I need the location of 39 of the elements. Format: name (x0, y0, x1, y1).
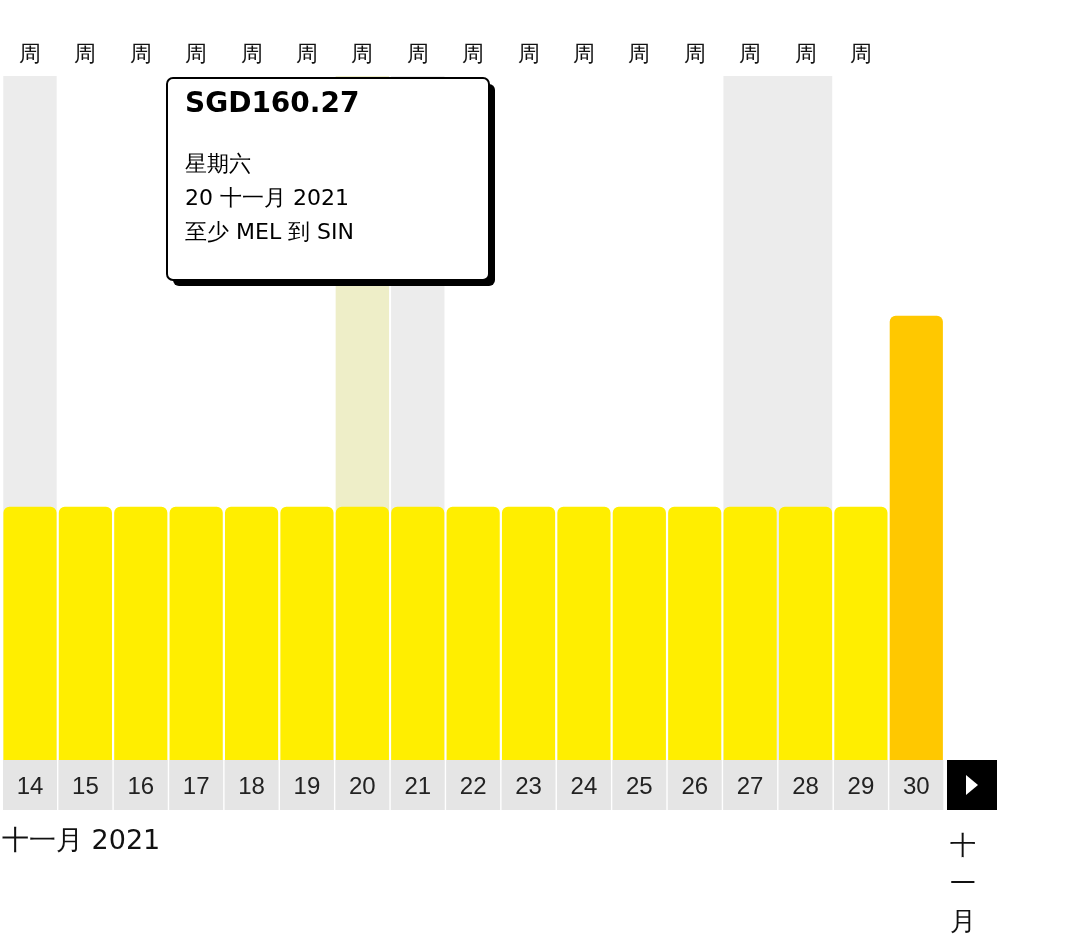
x-tick-label: 15 (72, 771, 99, 799)
text: 至少 MEL 到 SIN (185, 218, 355, 244)
text: 周 (240, 40, 263, 66)
text: 周 (572, 40, 595, 66)
text: 周 (74, 40, 97, 66)
x-tick-label: 29 (847, 771, 875, 799)
x-axis-title: 十一月 2021 (2, 824, 161, 855)
text: 周 (683, 40, 706, 66)
x-tick-label: 27 (736, 771, 764, 799)
x-tick-label: 30 (902, 771, 930, 799)
text: 周 (185, 40, 208, 66)
x-tick-label: 25 (625, 771, 653, 799)
x-tick-label: 23 (515, 771, 542, 799)
x-tick-label: 21 (404, 771, 432, 799)
text: 周 (794, 40, 817, 66)
text: 周 (462, 40, 485, 66)
x-tick-label: 14 (16, 771, 44, 799)
text: 周 (406, 40, 429, 66)
text: SGD160.27 (185, 85, 360, 119)
x-tick-label: 26 (681, 771, 709, 799)
text: 周 (628, 40, 651, 66)
x-tick-label: 28 (792, 771, 819, 799)
x-tick-label: 22 (459, 771, 487, 799)
x-tick-label: 24 (570, 771, 598, 799)
text: 周 (295, 40, 318, 66)
text: 周 (129, 40, 152, 66)
text: 周 (517, 40, 540, 66)
x-tick-label: 17 (182, 771, 210, 799)
text: 周 (351, 40, 374, 66)
x-tick-label: 19 (293, 771, 321, 799)
text: 星期六 (185, 150, 251, 176)
text: 周 (739, 40, 762, 66)
text: 周 (849, 40, 872, 66)
x-tick-label: 16 (127, 771, 155, 799)
text: 周 (18, 40, 41, 66)
x-tick-label: 18 (238, 771, 265, 799)
text: 十一月 (949, 829, 977, 938)
x-tick-label: 20 (349, 771, 376, 799)
text: 20 十一月 2021 (185, 184, 349, 210)
